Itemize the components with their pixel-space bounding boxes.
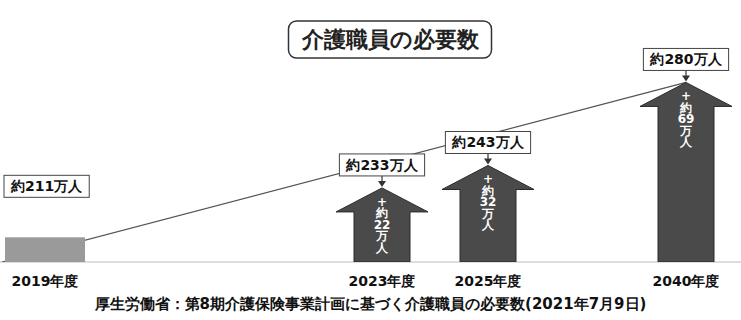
increase-label-part: 人 [481, 218, 495, 232]
value-label-group: 約233万人 [339, 154, 424, 187]
data-label-box [445, 131, 530, 153]
data-label: 約211万人 [10, 178, 83, 194]
data-label-box [4, 175, 89, 197]
data-label: 約233万人 [345, 157, 418, 173]
arrow-bar [336, 188, 428, 262]
labels: 約211万人 2019年度 +約22万人 約233万人 2023年度 +約32万人 約243… [4, 48, 729, 289]
chart-container: 介護職員の必要数約211万人 2019年度 +約22万人 約233万人 2023年度 +約… [0, 0, 741, 320]
increase-label: +約22万人 [374, 195, 391, 255]
value-label-group: 約243万人 [445, 131, 530, 164]
increase-label: +約69万人 [678, 89, 695, 149]
data-label-box [643, 48, 728, 70]
data-label: 約280万人 [649, 51, 722, 67]
x-tick-label: 2025年度 [455, 273, 522, 289]
title: 介護職員の必要数 [301, 27, 480, 52]
label-pointer-head [682, 75, 690, 81]
label-pointer-head [378, 181, 386, 187]
data-label-box [339, 154, 424, 176]
chart: 介護職員の必要数約211万人 2019年度 +約22万人 約233万人 2023年度 +約… [0, 0, 741, 320]
x-tick-label: 2023年度 [349, 273, 416, 289]
increase-label-part: 人 [375, 241, 389, 255]
value-label-group: 約280万人 [643, 48, 728, 81]
marks [2, 82, 732, 262]
arrow-bar [442, 165, 534, 262]
x-tick-label: 2040年度 [653, 273, 720, 289]
data-label: 約243万人 [451, 134, 524, 150]
label-pointer-head [484, 158, 492, 164]
title-box [289, 21, 492, 58]
x-tick-label: 2019年度 [12, 273, 79, 289]
title-group: 介護職員の必要数 [289, 21, 492, 58]
source: 厚生労働省：第8期介護保険事業計画に基づく介護職員の必要数(2021年7月9日) [94, 295, 647, 313]
trend-line [2, 82, 686, 262]
increase-label-part: 人 [679, 135, 693, 149]
bar [5, 237, 85, 262]
arrow-bar [640, 82, 732, 262]
increase-label: +約32万人 [480, 172, 497, 232]
value-label-group: 約211万人 [4, 175, 89, 197]
